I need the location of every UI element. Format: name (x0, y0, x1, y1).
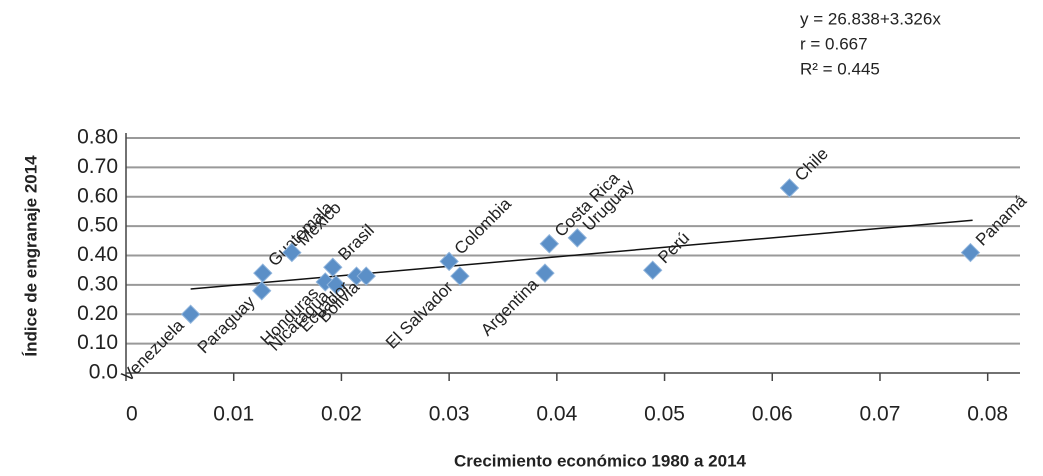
y-tick-label: 0.20 (77, 302, 118, 325)
point-label: Paraguay (194, 292, 259, 357)
point (450, 266, 470, 286)
x-tick-label: 0.01 (213, 403, 254, 426)
y-tick-label: 0.70 (77, 155, 118, 178)
x-tick-label: 0.06 (752, 403, 793, 426)
point (282, 242, 302, 263)
y-tick-label: 0.0 (89, 361, 118, 384)
x-tick-label: 0.08 (967, 403, 1008, 426)
y-tick-label: 0.40 (77, 243, 118, 266)
x-tick-label: 0.05 (644, 403, 685, 426)
annotation: R² = 0.445 (800, 59, 880, 78)
x-tick-label: 0.03 (429, 403, 470, 426)
point (356, 266, 376, 286)
point (326, 275, 346, 295)
y-axis-title: Índice de engranaje 2014 (21, 155, 40, 357)
point (539, 234, 560, 254)
point (252, 281, 272, 301)
y-tick-label: 0.30 (77, 272, 118, 295)
x-axis-title: Crecimiento económico 1980 a 2014 (454, 451, 747, 470)
point-label: Chile (791, 144, 832, 185)
point-label: Venezuela (118, 315, 188, 385)
x-tick-label: 0.02 (321, 403, 362, 426)
point-label: Perú (654, 228, 693, 267)
point (535, 263, 555, 283)
point (253, 263, 273, 283)
y-tick-label: 0.50 (77, 214, 118, 237)
point (439, 251, 459, 272)
point (567, 228, 588, 248)
x-tick-label: 0.07 (860, 403, 901, 426)
y-tick-label: 0.60 (77, 184, 118, 207)
point-label: Brasil (334, 221, 377, 264)
y-tick-label: 0.80 (77, 126, 118, 149)
x-tick-label: 0.04 (536, 403, 577, 426)
point (180, 304, 201, 324)
annotation: r = 0.667 (800, 34, 868, 53)
point (323, 257, 343, 277)
x-tick-label: 0 (126, 403, 138, 426)
point (960, 242, 981, 263)
point (642, 260, 663, 280)
annotation: y = 26.838+3.326x (800, 9, 941, 28)
point-label: Panamá (972, 191, 1031, 250)
y-tick-label: 0.10 (77, 331, 118, 354)
point (779, 178, 800, 198)
point (315, 272, 335, 292)
